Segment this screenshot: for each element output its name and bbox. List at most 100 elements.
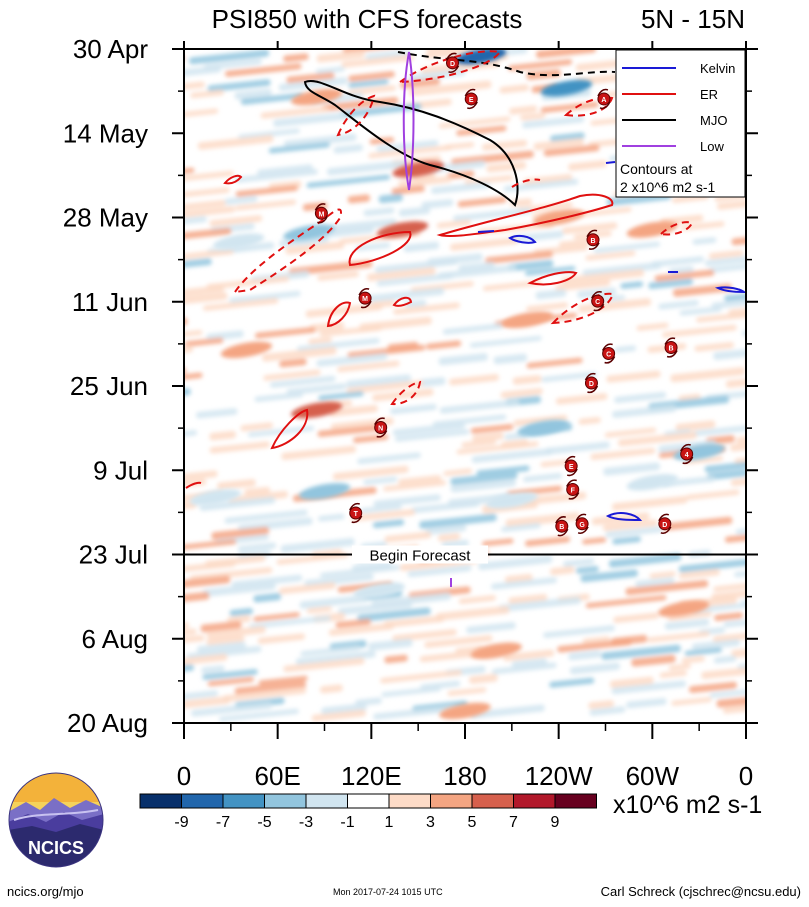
- anomaly-stripe: [229, 290, 301, 304]
- anomaly-stripe: [305, 302, 383, 318]
- anomaly-stripe: [342, 49, 416, 54]
- anomaly-stripe: [360, 504, 402, 514]
- anomaly-stripe: [381, 686, 441, 698]
- anomaly-stripe: [283, 53, 309, 63]
- anomaly-blob: [501, 311, 554, 329]
- anomaly-stripe: [184, 170, 235, 185]
- anomaly-stripe: [555, 393, 608, 405]
- anomaly-stripe: [557, 638, 632, 653]
- anomaly-stripe: [229, 608, 254, 617]
- anomaly-blob: [470, 642, 522, 660]
- footer-author: Carl Schreck (cjschrec@ncsu.edu): [600, 884, 801, 899]
- anomaly-stripe: [332, 465, 409, 481]
- anomaly-stripe: [257, 633, 306, 645]
- anomaly-stripe: [207, 676, 255, 687]
- anomaly-stripe: [376, 139, 439, 152]
- storm-marker: E: [564, 455, 578, 477]
- anomaly-stripe: [658, 299, 699, 310]
- anomaly-stripe: [300, 645, 361, 657]
- anomaly-stripe: [400, 77, 441, 89]
- anomaly-stripe: [419, 513, 497, 529]
- anomaly-stripe: [439, 399, 520, 414]
- anomaly-stripe: [575, 565, 599, 574]
- anomaly-stripe: [481, 139, 528, 151]
- anomaly-stripe: [456, 125, 507, 136]
- anomaly-stripe: [503, 178, 579, 193]
- anomaly-stripe: [398, 175, 452, 188]
- anomaly-stripe: [741, 110, 746, 125]
- anomaly-stripe: [464, 175, 514, 185]
- anomaly-stripe: [197, 134, 274, 150]
- anomaly-stripe: [611, 680, 686, 695]
- anomaly-stripe: [671, 697, 712, 706]
- anomaly-stripe: [258, 675, 308, 686]
- anomaly-stripe: [691, 639, 741, 651]
- anomaly-stripe: [486, 161, 527, 173]
- anomaly-stripe: [419, 649, 490, 663]
- anomaly-stripe: [184, 108, 219, 121]
- anomaly-stripe: [327, 160, 408, 176]
- anomaly-stripe: [469, 335, 542, 348]
- anomaly-stripe: [184, 317, 188, 329]
- storm-marker: M: [358, 288, 372, 309]
- anomaly-stripe: [661, 475, 715, 487]
- storm-marker-letter: C: [606, 352, 611, 359]
- anomaly-stripe: [206, 625, 266, 639]
- anomaly-stripe: [373, 494, 441, 508]
- anomaly-stripe: [471, 448, 553, 463]
- anomaly-stripe: [184, 470, 218, 484]
- storm-marker-letter: C: [595, 299, 600, 306]
- anomaly-stripe: [153, 460, 184, 471]
- anomaly-stripe: [278, 77, 348, 92]
- anomaly-stripe: [458, 595, 496, 605]
- anomaly-stripe: [357, 452, 421, 465]
- anomaly-stripe: [374, 258, 458, 273]
- anomaly-stripe: [713, 655, 737, 664]
- anomaly-stripe: [649, 571, 676, 579]
- anomaly-stripe: [509, 105, 538, 115]
- x-axis: 0 60E 120E 180 120W 60W 0: [177, 41, 753, 791]
- anomaly-stripe: [333, 144, 363, 154]
- anomaly-stripe: [240, 422, 273, 432]
- anomaly-stripe: [320, 684, 343, 694]
- anomaly-stripe: [341, 54, 415, 68]
- x-tick-label: 60E: [255, 761, 301, 791]
- anomaly-stripe: [184, 628, 197, 639]
- anomaly-stripe: [255, 326, 316, 339]
- storm-marker-letter: M: [362, 296, 368, 303]
- footer-website[interactable]: ncics.org/mjo: [7, 884, 84, 899]
- storm-marker-letter: M: [318, 211, 324, 218]
- anomaly-stripe: [317, 513, 345, 522]
- anomaly-stripe: [692, 601, 746, 614]
- anomaly-stripe: [606, 370, 661, 383]
- anomaly-stripe: [736, 434, 746, 444]
- storm-marker: F: [566, 479, 580, 500]
- anomaly-stripe: [366, 267, 436, 282]
- anomaly-stripe: [153, 453, 182, 462]
- anomaly-stripe: [670, 367, 746, 383]
- anomaly-stripe: [202, 582, 276, 597]
- anomaly-stripe: [306, 606, 332, 614]
- anomaly-stripe: [609, 676, 654, 688]
- x-tick-label: 120W: [525, 761, 593, 791]
- anomaly-stripe: [378, 193, 403, 204]
- anomaly-stripe: [262, 346, 337, 362]
- colorbar: -9 -7 -5 -3 -1 1 3 5 7 9: [139, 793, 597, 831]
- anomaly-blob: [353, 582, 405, 599]
- anomaly-stripe: [279, 235, 329, 248]
- anomaly-stripe: [691, 425, 746, 437]
- anomaly-stripe: [708, 249, 744, 260]
- anomaly-stripe: [493, 353, 528, 365]
- anomaly-stripe: [249, 615, 331, 629]
- anomaly-stripe: [384, 654, 408, 664]
- anomaly-blob: [291, 88, 343, 106]
- anomaly-stripe: [659, 670, 688, 679]
- anomaly-stripe: [482, 538, 514, 547]
- anomaly-stripe: [714, 612, 744, 621]
- x-tick-label: 180: [443, 761, 486, 791]
- anomaly-stripe: [563, 558, 595, 567]
- legend-label-mjo: MJO: [700, 113, 727, 128]
- anomaly-stripe: [585, 595, 667, 609]
- anomaly-stripe: [184, 65, 221, 80]
- anomaly-stripe: [184, 591, 210, 605]
